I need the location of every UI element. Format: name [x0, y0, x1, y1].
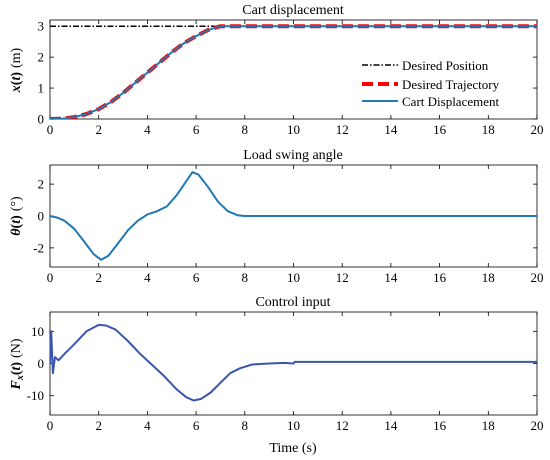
y-tick-label: 10 [31, 324, 44, 339]
x-tick-label: 18 [482, 122, 495, 137]
x-tick-label: 10 [287, 270, 300, 285]
y-axis: -10 0 10 [27, 324, 537, 403]
x-axis: 0 2 4 6 8 10 12 14 16 18 20 [47, 165, 544, 285]
x-tick-label: 20 [531, 418, 544, 433]
x-tick-label: 6 [193, 418, 200, 433]
x-axis: 0 2 4 6 8 10 12 14 16 18 20 [47, 312, 544, 433]
chart-title: Load swing angle [243, 148, 343, 163]
legend: Desired Position Desired Trajectory Cart… [356, 53, 532, 111]
load-swing-angle-chart: Load swing angle 0 2 4 6 8 10 12 14 16 18 20 -202 … [9, 148, 544, 285]
legend-label-desired-position: Desired Position [402, 58, 489, 73]
x-tick-label: 12 [336, 270, 349, 285]
x-tick-label: 20 [531, 270, 544, 285]
y-tick-label: 0 [38, 209, 45, 224]
series-group [50, 171, 537, 261]
x-tick-label: 0 [47, 270, 54, 285]
x-axis-label: Time (s) [269, 441, 317, 456]
x-tick-label: 2 [95, 418, 102, 433]
x-tick-label: 14 [384, 270, 398, 285]
x-tick-label: 16 [433, 270, 447, 285]
x-tick-label: 12 [336, 122, 349, 137]
y-tick-label: -2 [33, 240, 44, 255]
series-group [50, 323, 537, 402]
x-tick-label: 20 [531, 122, 544, 137]
chart-title: Control input [255, 295, 330, 310]
x-tick-label: 6 [193, 270, 200, 285]
x-tick-label: 4 [144, 418, 151, 433]
y-tick-label: 0 [38, 112, 45, 127]
y-tick-label: -10 [27, 388, 44, 403]
x-tick-label: 16 [433, 122, 447, 137]
y-axis-label: Fx(t)(N) [9, 338, 26, 390]
y-tick-label: 1 [38, 81, 45, 96]
cart-displacement-chart: Cart displacement 0 2 4 6 8 10 12 14 16 18 20 0123… [9, 3, 544, 137]
x-tick-label: 14 [384, 418, 398, 433]
series-group [50, 24, 537, 119]
x-tick-label: 4 [144, 270, 151, 285]
y-axis: 0 1 2 3 [38, 19, 537, 127]
x-tick-label: 6 [193, 122, 200, 137]
legend-label-desired-trajectory: Desired Trajectory [402, 77, 500, 92]
x-tick-label: 8 [242, 418, 249, 433]
y-tick-label: 2 [38, 50, 45, 65]
y-tick-label: 0 [38, 356, 45, 371]
chart-title: Cart displacement [242, 3, 344, 18]
x-tick-label: 2 [95, 270, 102, 285]
y-axis-label: x(t)(m) [9, 47, 24, 93]
x-tick-label: 14 [384, 122, 398, 137]
series-line-cart-displacement [50, 25, 537, 119]
x-tick-label: 4 [144, 122, 151, 137]
x-tick-label: 8 [242, 270, 249, 285]
y-axis-label: θ(t)(°) [9, 196, 24, 236]
x-tick-label: 0 [47, 122, 54, 137]
x-tick-label: 2 [95, 122, 102, 137]
y-axis: -2 0 2 [33, 177, 537, 255]
x-axis: 0 2 4 6 8 10 12 14 16 18 20 [47, 20, 544, 137]
series-line-0 [50, 323, 537, 402]
x-tick-label: 16 [433, 418, 447, 433]
x-tick-label: 8 [242, 122, 249, 137]
x-tick-label: 10 [287, 122, 300, 137]
y-tick-label: 2 [38, 177, 45, 192]
x-tick-label: 0 [47, 418, 54, 433]
x-tick-label: 12 [336, 418, 349, 433]
x-tick-label: 18 [482, 270, 495, 285]
y-tick-label: 3 [38, 19, 45, 34]
x-tick-label: 10 [287, 418, 300, 433]
series-line-0 [50, 171, 537, 261]
legend-label-cart-displacement: Cart Displacement [402, 94, 499, 109]
x-tick-label: 18 [482, 418, 495, 433]
